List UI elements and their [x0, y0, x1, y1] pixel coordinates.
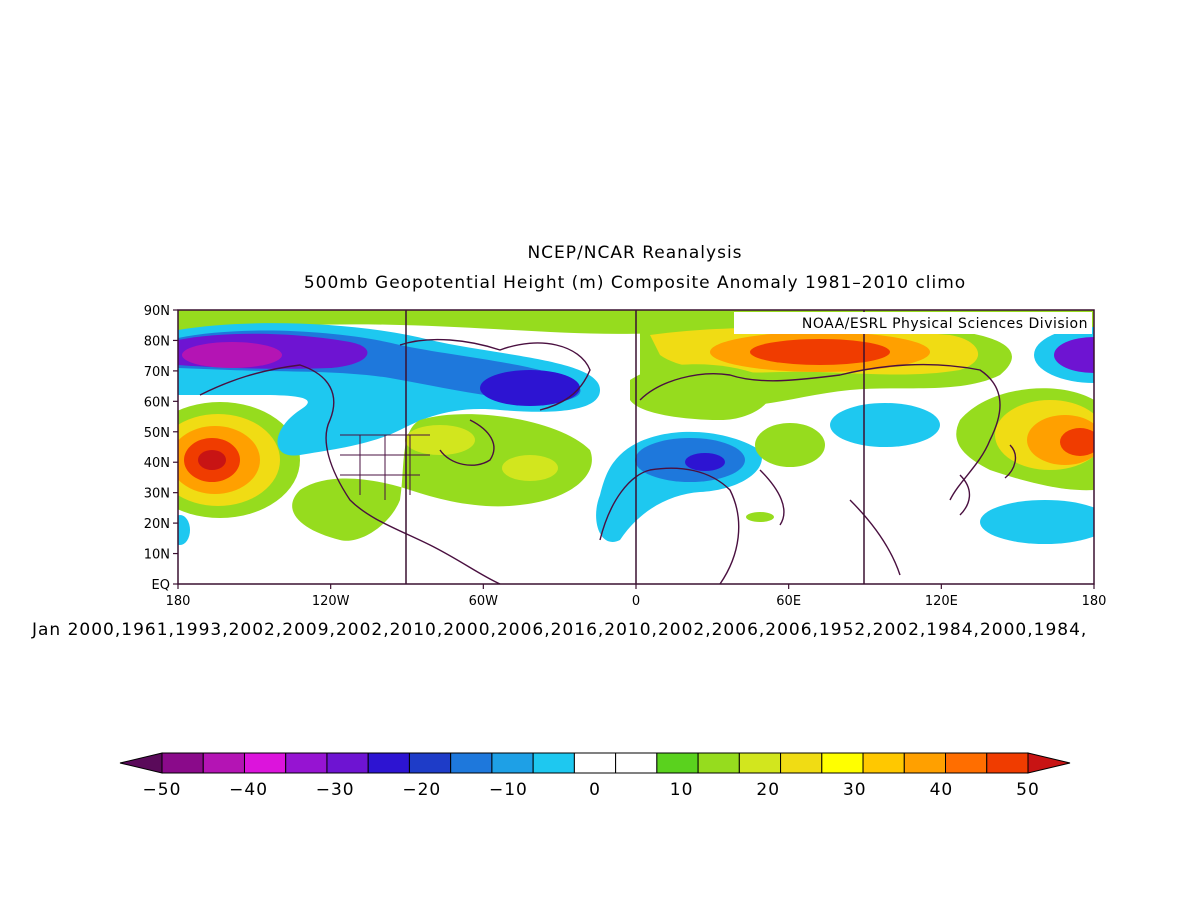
us-state-lines	[340, 434, 430, 500]
lat-tick-label: 80N	[144, 334, 170, 349]
colorbar-swatch	[903, 752, 947, 774]
lon-tick-label: 0	[632, 594, 640, 609]
colorbar-label: −40	[229, 780, 268, 800]
colorbar-swatch	[780, 752, 823, 774]
latitude-axis: 90N 80N 70N 60N 50N 40N 30N 20N 10N EQ	[144, 304, 178, 593]
lon-tick-label: 60E	[776, 594, 801, 609]
anomaly-atlantic-pos	[292, 414, 592, 541]
lat-tick-label: 50N	[144, 426, 170, 441]
colorbar-swatch	[656, 752, 699, 774]
anomaly-med-core	[685, 453, 725, 471]
colorbar-label: −50	[143, 780, 182, 800]
longitude-axis: 180 120W 60W 0 60E 120E 180	[166, 584, 1107, 609]
colorbar-label: 50	[1016, 780, 1040, 800]
colorbar-swatch	[738, 752, 782, 774]
colorbar-low-arrow	[119, 752, 163, 774]
lat-tick-label: 90N	[144, 304, 170, 319]
lon-tick-label: 120E	[925, 594, 958, 609]
colorbar-swatch	[202, 752, 245, 774]
colorbar-swatch	[862, 752, 905, 774]
colorbar-swatch	[986, 752, 1029, 774]
colorbar-label: 20	[756, 780, 780, 800]
colorbar-swatch	[326, 752, 369, 774]
map-subtitle: 500mb Geopotential Height (m) Composite …	[303, 273, 967, 293]
anomaly-arctic-right-neg2	[1054, 337, 1094, 373]
colorbar-label: −10	[489, 780, 528, 800]
anomaly-casia-neg	[830, 403, 940, 447]
colorbar-swatch	[367, 752, 410, 774]
map-title: NCEP/NCAR Reanalysis	[527, 243, 743, 263]
colorbar-label: −20	[402, 780, 441, 800]
colorbar-swatch	[491, 752, 534, 774]
colorbar-label: −30	[316, 780, 355, 800]
lat-tick-label: 20N	[144, 517, 170, 532]
anomaly-alaska-core	[182, 342, 282, 368]
lon-tick-label: 180	[1082, 594, 1107, 609]
colorbar-swatch	[945, 752, 988, 774]
lon-tick-label: 120W	[312, 594, 350, 609]
colorbar-swatch	[697, 752, 740, 774]
anomaly-europe-pos	[630, 364, 773, 420]
anomaly-greenland-neg	[480, 370, 580, 406]
colorbar-swatch	[161, 752, 204, 774]
meridian-lines	[405, 310, 865, 584]
colorbar-swatch	[615, 752, 658, 774]
anomaly-wpac-neg	[980, 500, 1094, 544]
colorbar-label: 0	[589, 780, 601, 800]
lat-tick-label: EQ	[152, 578, 170, 593]
lon-tick-label: 180	[166, 594, 191, 609]
colorbar-swatch	[821, 752, 864, 774]
lat-tick-label: 60N	[144, 395, 170, 410]
anomaly-siberia-40	[750, 339, 890, 365]
colorbar-label: 10	[670, 780, 694, 800]
colorbar-swatch	[408, 752, 452, 774]
colorbar-label: 30	[843, 780, 867, 800]
colorbar-swatch	[285, 752, 328, 774]
anomaly-atlantic-20	[502, 455, 558, 481]
anomaly-arabia-pos	[746, 512, 774, 522]
credit-box	[734, 312, 1092, 334]
anomaly-easia-40	[1060, 428, 1094, 456]
lat-tick-label: 70N	[144, 365, 170, 380]
anomaly-na-20	[405, 425, 475, 455]
anomaly-casia-pos	[755, 423, 825, 467]
anomaly-sw-pac-neg	[178, 515, 190, 545]
anomaly-npac-45	[198, 450, 226, 470]
colorbar-swatch	[532, 752, 575, 774]
lat-tick-label: 10N	[144, 548, 170, 563]
credit-text: NOAA/ESRL Physical Sciences Division	[802, 316, 1088, 332]
coastlines	[199, 338, 1017, 584]
lat-tick-label: 30N	[144, 487, 170, 502]
colorbar	[119, 752, 1071, 774]
colorbar-labels: −50 −40 −30 −20 −10 0 10 20 30 40 50	[143, 780, 1040, 800]
colorbar-label: 40	[930, 780, 954, 800]
composite-dates: Jan 2000,1961,1993,2002,2009,2002,2010,2…	[32, 620, 1088, 640]
colorbar-swatch	[243, 752, 287, 774]
colorbar-high-arrow	[1027, 752, 1071, 774]
colorbar-swatch	[450, 752, 493, 774]
lat-tick-label: 40N	[144, 456, 170, 471]
lon-tick-label: 60W	[469, 594, 499, 609]
colorbar-swatch	[573, 752, 617, 774]
